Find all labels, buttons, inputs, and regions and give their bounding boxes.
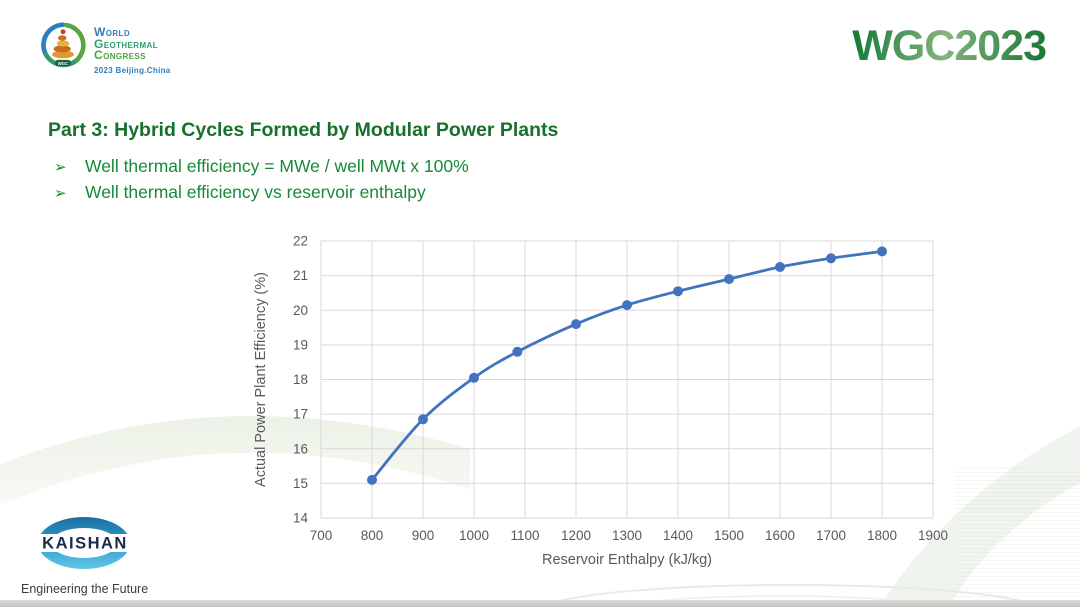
bullet-text: Well thermal efficiency = MWe / well MWt… [85, 156, 469, 176]
plot-border [320, 240, 934, 519]
wgc-congress-logo-icon: WGC [41, 22, 86, 68]
wave-arc-bottom-inner [613, 595, 947, 607]
congress-logo-text: World Geothermal Congress 2023 Beijing.C… [94, 25, 171, 76]
background-waves [0, 415, 1080, 607]
y-tick-label: 15 [293, 476, 308, 491]
x-tick-label: 700 [310, 528, 333, 543]
efficiency-chart: 700 800 900 1000 1100 1200 1300 1400 1500 1600 170… [253, 228, 970, 584]
y-tick-label: 16 [293, 441, 308, 456]
x-tick-label: 1300 [612, 528, 642, 543]
data-point [622, 300, 632, 311]
kaishan-wordmark: KAISHAN [42, 535, 128, 553]
kaishan-tagline: Engineering the Future [21, 582, 149, 596]
x-axis-title: Reservoir Enthalpy (kJ/kg) [542, 552, 712, 568]
kaishan-logo: KAISHAN [26, 517, 144, 569]
wave-shape-left [0, 415, 470, 506]
bullet-arrow-icon: ➢ [54, 159, 67, 176]
bullet-item: ➢ Well thermal efficiency = MWe / well M… [54, 156, 469, 182]
logo-line-date: 2023 Beijing.China [94, 65, 171, 75]
x-tick-label: 1600 [765, 528, 795, 543]
bullet-item: ➢ Well thermal efficiency vs reservoir e… [54, 182, 469, 208]
y-tick-label: 21 [293, 268, 308, 283]
wave-arc-bottom [541, 584, 1039, 607]
y-tick-label: 14 [293, 511, 309, 526]
bullet-list: ➢ Well thermal efficiency = MWe / well M… [54, 156, 469, 208]
slide-title: Part 3: Hybrid Cycles Formed by Modular … [48, 119, 559, 141]
x-tick-label: 1000 [459, 528, 489, 543]
y-tick-label: 17 [293, 407, 308, 422]
x-tick-label: 800 [361, 528, 384, 543]
x-tick-label: 900 [412, 528, 435, 543]
y-axis-title: Actual Power Plant Efficiency (%) [253, 272, 269, 487]
logo-line-geothermal: Geothermal [94, 36, 158, 51]
x-tick-label: 1100 [510, 528, 539, 543]
bullet-text: Well thermal efficiency vs reservoir ent… [85, 182, 426, 202]
data-point [877, 246, 887, 257]
y-tick-label: 22 [293, 234, 308, 249]
y-tick-label: 18 [293, 372, 308, 387]
logo-badge-text: WGC [58, 61, 68, 66]
data-point [826, 253, 836, 264]
efficiency-chart-svg: 700 800 900 1000 1100 1200 1300 1400 1500 1600 170… [253, 234, 948, 569]
data-point [673, 286, 683, 297]
data-point [724, 274, 734, 285]
logo-line-world: World [94, 25, 130, 39]
x-tick-label: 1500 [714, 528, 744, 543]
bullet-arrow-icon: ➢ [54, 185, 67, 202]
data-point [571, 319, 581, 330]
x-tick-label: 1800 [867, 528, 897, 543]
x-tick-label: 1700 [816, 528, 846, 543]
wgc2023-wordmark: WGC2023 [852, 22, 1047, 70]
data-point [469, 372, 479, 383]
data-point [418, 414, 428, 425]
x-tick-label: 1900 [918, 528, 948, 543]
data-point [512, 346, 523, 357]
y-tick-label: 20 [293, 303, 308, 318]
data-point [367, 474, 377, 485]
x-tick-label: 1400 [663, 528, 693, 543]
footer-bar [0, 600, 1080, 607]
logo-line-congress: Congress [94, 48, 146, 62]
y-tick-label: 19 [293, 337, 308, 352]
wave-shape-right-carve [949, 482, 1080, 607]
background-texture [955, 468, 1080, 600]
data-point [775, 262, 785, 272]
x-tick-label: 1200 [561, 528, 591, 543]
